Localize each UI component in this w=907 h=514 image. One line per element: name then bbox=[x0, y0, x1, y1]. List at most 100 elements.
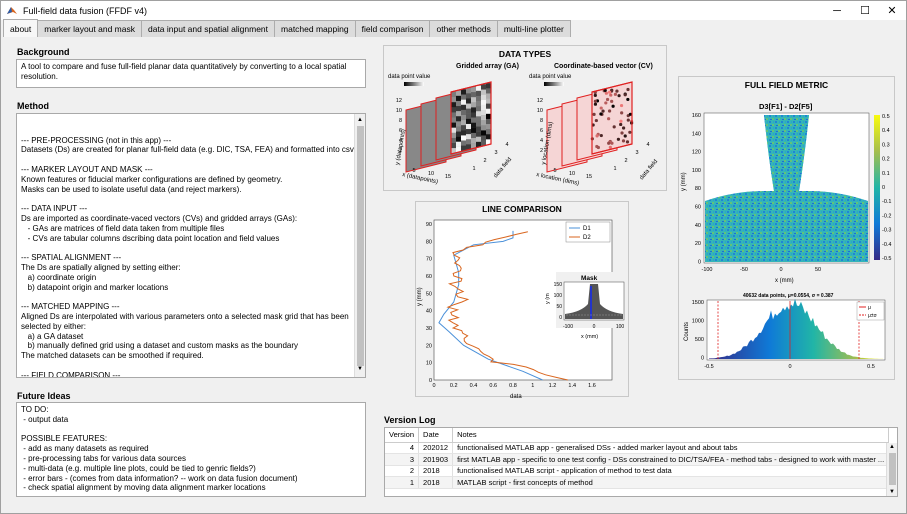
tab-matched-mapping[interactable]: matched mapping bbox=[274, 20, 356, 37]
histogram-bars bbox=[709, 298, 883, 359]
tick-label: 50 bbox=[815, 267, 821, 273]
background-textarea[interactable]: A tool to compare and fuse full-field pl… bbox=[16, 59, 366, 88]
tick-label: 150 bbox=[554, 282, 563, 288]
table-row[interactable]: 4 202012 functionalised MATLAB app - gener… bbox=[385, 442, 890, 454]
col-notes[interactable]: Notes bbox=[452, 428, 890, 443]
tick-label: 0.6 bbox=[489, 383, 497, 389]
tick-label: 1000 bbox=[692, 319, 704, 325]
future-textarea[interactable]: TO DO: - output data POSSIBLE FEATURES: … bbox=[16, 402, 366, 497]
close-button[interactable]: ✕ bbox=[887, 5, 897, 17]
tab-about[interactable]: about bbox=[3, 19, 39, 37]
tab-data-input[interactable]: data input and spatial alignment bbox=[140, 20, 276, 37]
cell-date: 202012 bbox=[418, 442, 454, 454]
tick-label: 10 bbox=[396, 108, 402, 114]
series-d2-line bbox=[446, 231, 568, 381]
scroll-up-icon[interactable]: ▲ bbox=[889, 444, 895, 450]
tick-label: 0 bbox=[593, 324, 596, 330]
minimize-button[interactable]: ─ bbox=[833, 4, 841, 17]
col-date[interactable]: Date bbox=[418, 428, 454, 443]
version-log-table[interactable]: Version Date Notes 4 202012 functionalised… bbox=[384, 427, 898, 497]
scroll-down-icon[interactable]: ▼ bbox=[357, 366, 363, 373]
hist-ylabel: Counts bbox=[684, 322, 690, 341]
ga-colorbar bbox=[404, 82, 424, 86]
cv-colorbar-label: data point value bbox=[529, 74, 572, 80]
cv-title: Coordinate-based vector (CV) bbox=[554, 63, 653, 70]
tick-label: 70 bbox=[426, 257, 432, 263]
tick-label: 3 bbox=[635, 150, 638, 156]
cv-stack bbox=[546, 81, 634, 173]
tick-label: 30 bbox=[426, 326, 432, 332]
ga-stack bbox=[405, 81, 492, 173]
method-text: --- PRE-PROCESSING (not in this app) ---… bbox=[21, 135, 365, 378]
tick-label: 40 bbox=[695, 223, 701, 229]
tick-label: 1.4 bbox=[568, 383, 576, 389]
mask-xlabel: x (mm) bbox=[581, 334, 598, 340]
ga-colorbar-label: data point value bbox=[388, 74, 431, 80]
tab-other-methods[interactable]: other methods bbox=[429, 20, 498, 37]
tick-label: 0.3 bbox=[882, 142, 890, 148]
hist-title: 40632 data points, μ=0.0554, σ = 0.387 bbox=[743, 293, 834, 299]
table-row[interactable]: 3 201903 first MATLAB app - specific to on… bbox=[385, 453, 890, 466]
tick-label: 10 bbox=[569, 171, 575, 177]
tick-label: 0.2 bbox=[882, 157, 890, 163]
cell-notes: functionalised MATLAB script - applicati… bbox=[452, 465, 890, 477]
tick-label: 40 bbox=[426, 309, 432, 315]
tab-marker-layout[interactable]: marker layout and mask bbox=[37, 20, 142, 37]
field-xlabel: x (mm) bbox=[775, 278, 794, 284]
hist-legend-sigma: μ±σ bbox=[868, 313, 878, 319]
cv-colorbar bbox=[544, 82, 564, 86]
full-field-panel: FULL FIELD METRIC bbox=[678, 76, 895, 380]
tick-label: 500 bbox=[695, 337, 704, 343]
cv-zlabel: data field bbox=[639, 159, 659, 182]
field-xticks: -100 -50 0 50 bbox=[701, 267, 821, 273]
field-colorbar bbox=[874, 115, 880, 260]
scroll-up-icon[interactable]: ▲ bbox=[357, 117, 363, 123]
cell-date: 2018 bbox=[418, 465, 454, 477]
method-scrollbar[interactable]: ▲ ▼ bbox=[354, 114, 365, 377]
ga-title: Gridded array (GA) bbox=[456, 63, 519, 70]
scroll-down-icon[interactable]: ▼ bbox=[889, 489, 895, 495]
field-map-neck bbox=[764, 115, 809, 191]
tick-label: 6 bbox=[399, 128, 402, 134]
tick-label: 10 bbox=[428, 171, 434, 177]
tick-label: 2 bbox=[540, 148, 543, 154]
tab-multi-line-plotter[interactable]: multi-line plotter bbox=[496, 20, 571, 37]
window-title: Full-field data fusion (FFDF v4) bbox=[23, 5, 148, 16]
col-version[interactable]: Version bbox=[385, 428, 420, 443]
line-comparison-title: LINE COMPARISON bbox=[482, 204, 562, 214]
tick-label: -100 bbox=[563, 324, 573, 330]
cell-version: 4 bbox=[385, 442, 420, 454]
tick-label: 90 bbox=[426, 222, 432, 228]
table-scrollbar[interactable]: ▲ ▼ bbox=[886, 443, 897, 496]
ga-layer bbox=[450, 81, 492, 155]
tick-label: 0 bbox=[698, 259, 701, 265]
line-ylabel: y (mm) bbox=[417, 287, 423, 306]
table-row[interactable]: 2 2018 functionalised MATLAB script - appl… bbox=[385, 465, 890, 477]
table-row[interactable]: 1 2018 MATLAB script - first concepts of m… bbox=[385, 476, 890, 489]
tick-label: 20 bbox=[695, 241, 701, 247]
tick-label: 1.2 bbox=[549, 383, 557, 389]
data-types-title: DATA TYPES bbox=[498, 49, 552, 59]
legend-d1: D1 bbox=[583, 226, 591, 232]
tick-label: 2 bbox=[624, 158, 627, 164]
tick-label: 0.1 bbox=[882, 171, 890, 177]
scroll-thumb[interactable] bbox=[357, 126, 364, 366]
table-scroll-thumb[interactable] bbox=[889, 453, 896, 485]
tick-label: 140 bbox=[692, 131, 701, 137]
tick-label: -0.5 bbox=[704, 364, 713, 370]
line-xlabel: data bbox=[510, 394, 522, 400]
tick-label: 0.5 bbox=[882, 114, 890, 120]
tick-label: 0.4 bbox=[470, 383, 478, 389]
maximize-button[interactable]: ☐ bbox=[860, 5, 870, 17]
method-textarea[interactable]: --- PRE-PROCESSING (not in this app) ---… bbox=[16, 113, 366, 378]
tick-label: 80 bbox=[695, 186, 701, 192]
tab-field-comparison[interactable]: field comparison bbox=[354, 20, 431, 37]
tick-label: 1 bbox=[613, 166, 616, 172]
mask-ylabel: y (m bbox=[545, 293, 551, 304]
tick-label: 1500 bbox=[692, 300, 704, 306]
tick-label: 60 bbox=[426, 274, 432, 280]
data-types-figure: Gridded array (GA) data point value y (d… bbox=[388, 63, 659, 187]
hist-legend-mu: μ bbox=[868, 305, 871, 311]
